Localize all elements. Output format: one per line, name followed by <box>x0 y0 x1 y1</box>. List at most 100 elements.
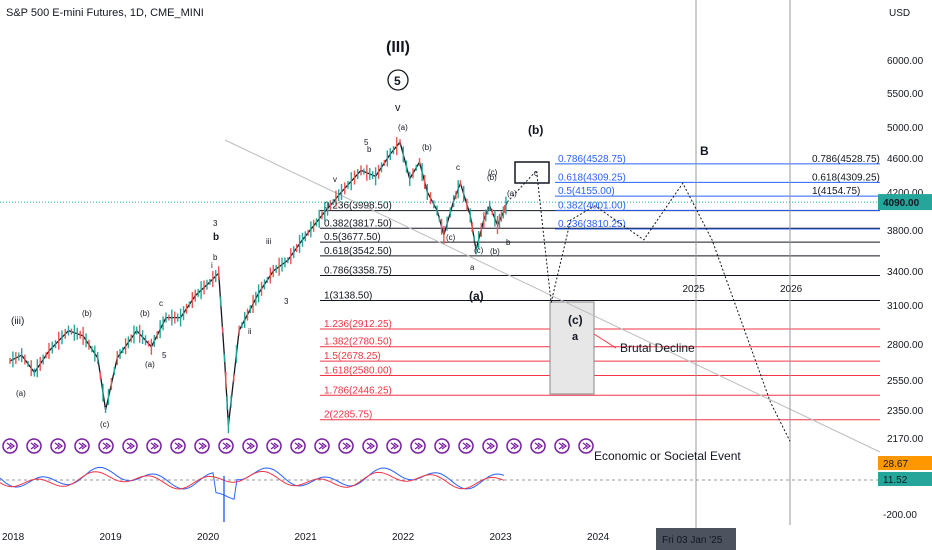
event-marker-arrow <box>510 442 520 450</box>
x-tick-label: 2023 <box>490 532 513 543</box>
osc-tag-bg <box>878 472 932 486</box>
event-marker-arrow <box>78 442 88 450</box>
wave-sublabel: b <box>506 238 511 247</box>
event-marker-arrow <box>150 442 160 450</box>
wave-sublabel: 3 <box>284 297 289 306</box>
fib-label: 1.382(2780.50) <box>324 337 392 348</box>
brutal-decline-label: Brutal Decline <box>620 341 695 355</box>
wave-sublabel: (b) <box>422 143 432 152</box>
y-tick-label: 4200.00 <box>887 188 924 199</box>
fib-label: 1.5(2678.25) <box>324 351 381 362</box>
wave-sublabel: ii <box>248 327 252 336</box>
event-marker-arrow <box>30 442 40 450</box>
price-tag-label: 4090.00 <box>883 198 920 209</box>
osc-tick-label: -200.00 <box>883 510 917 521</box>
wave-label-III: (III) <box>386 39 410 56</box>
event-icons-row <box>2 438 594 454</box>
y-tick-label: 2800.00 <box>887 340 924 351</box>
x-tick-label: 2019 <box>100 532 123 543</box>
wave-sublabel: (b) <box>82 309 92 318</box>
wave-sublabel: (a) <box>145 360 155 369</box>
event-marker-icon <box>386 438 402 454</box>
fib-label: 1.618(2580.00) <box>324 365 392 376</box>
event-marker-arrow <box>462 442 472 450</box>
wave-label-B: B <box>700 144 709 158</box>
event-marker-arrow <box>486 442 496 450</box>
wave-label-b: b <box>213 232 219 243</box>
fib-levels: 0.236(3998.50) 0.382(3817.50) 0.5(3677.50)… <box>320 154 880 421</box>
event-marker-icon <box>554 438 570 454</box>
fib-right-label: 1(4154.75) <box>812 186 860 197</box>
event-marker-icon <box>434 438 450 454</box>
event-marker-icon <box>314 438 330 454</box>
event-marker-arrow <box>390 442 400 450</box>
crosshair-date-label: Fri 03 Jan '25 <box>662 535 723 546</box>
event-marker-icon <box>578 438 594 454</box>
fib-upper-label: 0.382(4001.00) <box>558 200 626 211</box>
wave-sublabel: (c) <box>446 233 456 242</box>
event-marker-arrow <box>270 442 280 450</box>
wave-sublabel: a <box>470 263 475 272</box>
oscillator-panel <box>0 466 878 522</box>
event-marker-arrow <box>414 442 424 450</box>
wave-sublabel: v <box>333 175 337 184</box>
event-marker-arrow <box>534 442 544 450</box>
event-marker-arrow <box>198 442 208 450</box>
y-tick-label: 5500.00 <box>887 89 924 100</box>
event-marker-arrow <box>342 442 352 450</box>
x-tick-label: 2018 <box>2 532 25 543</box>
trendlines <box>224 0 881 550</box>
fib-label: 0.786(3358.75) <box>324 265 392 276</box>
wave-sublabel: (a) <box>507 189 517 198</box>
x-tick-label: 2022 <box>392 532 415 543</box>
x-tick-label: 2020 <box>197 532 220 543</box>
event-label: Economic or Societal Event <box>594 449 741 463</box>
projection-path <box>506 169 791 442</box>
fib-upper-label: 0.618(4309.25) <box>558 172 626 183</box>
event-marker-icon <box>74 438 90 454</box>
event-marker-arrow <box>126 442 136 450</box>
wave-label-v: v <box>395 102 401 114</box>
fib-label: 0.618(3542.50) <box>324 246 392 257</box>
wave-sublabel: i <box>211 261 213 270</box>
wave-sublabel: 5 <box>162 351 167 360</box>
price-series <box>9 137 508 434</box>
future-year-label: 2026 <box>780 284 803 295</box>
wave-sublabel: (b) <box>490 247 500 256</box>
wave-sublabel: iii <box>266 237 272 246</box>
fib-right-label: 0.618(4309.25) <box>812 172 880 183</box>
chart-title: S&P 500 E-mini Futures, 1D, CME_MINI <box>6 7 204 19</box>
wave-sublabel: b <box>367 145 372 154</box>
event-marker-icon <box>362 438 378 454</box>
wave-sublabel: 5 <box>364 138 369 147</box>
fib-upper-label: 0.5(4155.00) <box>558 186 615 197</box>
crosshair-date-bg <box>656 528 736 550</box>
y-tick-label: 5000.00 <box>887 123 924 134</box>
y-tick-label: 2550.00 <box>887 376 924 387</box>
event-marker-icon <box>338 438 354 454</box>
wave-sublabel: b <box>213 253 218 262</box>
fib-label: 0.382(3817.50) <box>324 218 392 229</box>
wave-labels: (III) 5 v (b) (a) (c) a B (iii) b Brutal Decline Ec… <box>11 39 741 463</box>
event-marker-icon <box>122 438 138 454</box>
b-target-box <box>514 161 550 184</box>
wave-sublabel: 3 <box>213 219 218 228</box>
wave-sublabel: (b) <box>140 309 150 318</box>
currency-label: USD <box>889 8 910 19</box>
event-marker-icon <box>146 438 162 454</box>
event-marker-arrow <box>558 442 568 450</box>
y-tick-label: 4600.00 <box>887 154 924 165</box>
price-tag-bg <box>878 194 932 211</box>
event-marker-icon <box>458 438 474 454</box>
y-tick-label: 3800.00 <box>887 226 924 237</box>
brutal-decline-arrow <box>593 333 617 349</box>
event-marker-arrow <box>102 442 112 450</box>
y-tick-label: 2170.00 <box>887 434 924 445</box>
event-marker-icon <box>290 438 306 454</box>
wave-sublabel: c <box>456 163 460 172</box>
fib-label: 0.5(3677.50) <box>324 232 381 243</box>
future-year-label: 2025 <box>683 284 706 295</box>
event-marker-icon <box>266 438 282 454</box>
wave-circle <box>387 69 409 91</box>
